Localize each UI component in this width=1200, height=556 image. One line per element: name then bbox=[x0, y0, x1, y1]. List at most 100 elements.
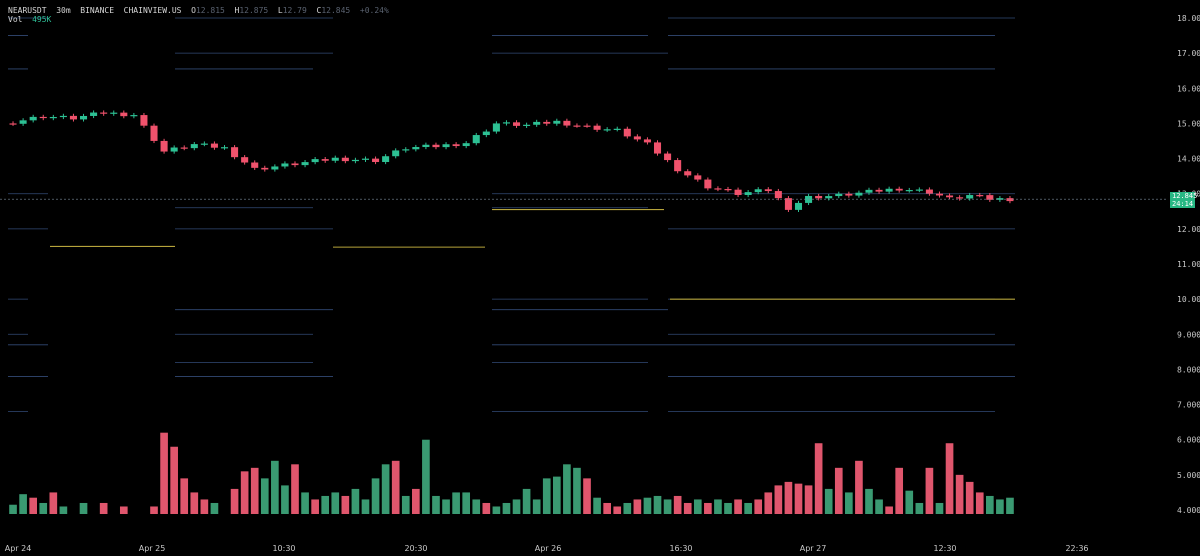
candle-body bbox=[583, 125, 591, 127]
legend-vol-label[interactable]: Vol bbox=[8, 15, 23, 24]
volume-bar bbox=[361, 499, 370, 514]
candle-body bbox=[865, 189, 873, 193]
volume-bar bbox=[281, 485, 289, 514]
price-countdown: 24:14 bbox=[1172, 200, 1194, 209]
candle-body bbox=[19, 120, 27, 124]
candle-body bbox=[674, 160, 682, 172]
volume-bar bbox=[180, 478, 189, 514]
candle-body bbox=[895, 188, 903, 191]
candle-body bbox=[784, 198, 792, 210]
volume-bar bbox=[170, 446, 178, 514]
candle-body bbox=[764, 189, 772, 192]
candle-body bbox=[442, 144, 450, 148]
volume-bar bbox=[814, 443, 823, 514]
volume-bar bbox=[955, 474, 964, 514]
candle-body bbox=[452, 144, 460, 147]
volume-bar bbox=[573, 467, 581, 514]
volume-bar bbox=[79, 502, 88, 514]
candle-body bbox=[180, 147, 188, 149]
volume-bar bbox=[260, 478, 269, 514]
candle-body bbox=[301, 162, 309, 166]
volume-bar bbox=[845, 492, 853, 514]
candle-body bbox=[150, 125, 158, 141]
x-axis: Apr 24 Apr 25 10:30 20:30 Apr 26 16:30 Apr 27 1… bbox=[5, 544, 1089, 553]
volume-bar bbox=[351, 488, 360, 514]
volume-bar bbox=[714, 499, 722, 514]
volume-bar bbox=[764, 492, 773, 514]
candle-body bbox=[190, 144, 198, 149]
volume-bar bbox=[663, 499, 672, 514]
y-tick-label: 12.000 bbox=[1177, 225, 1200, 234]
y-tick-label: 11.000 bbox=[1177, 260, 1200, 269]
volume-bar bbox=[9, 504, 17, 514]
volume-bar bbox=[552, 476, 561, 514]
volume-bar bbox=[331, 492, 340, 514]
volume-bar bbox=[59, 506, 68, 514]
volume-bar bbox=[301, 492, 309, 514]
candle-body bbox=[210, 143, 218, 148]
candle-body bbox=[422, 144, 430, 148]
volume-bar bbox=[693, 499, 702, 514]
candle-body bbox=[170, 147, 178, 152]
legend-symbol[interactable]: NEARUSDT bbox=[8, 6, 47, 15]
y-tick-label: 18.000 bbox=[1177, 14, 1200, 23]
legend-c-value: 12.845 bbox=[321, 6, 351, 15]
candle-body bbox=[643, 139, 651, 143]
y-tick-label: 6.000 bbox=[1177, 436, 1200, 445]
candle-body bbox=[472, 135, 480, 144]
candle-body bbox=[553, 120, 561, 124]
x-tick-label: 16:30 bbox=[669, 544, 692, 553]
candle-body bbox=[986, 195, 994, 200]
y-tick-label: 10.000 bbox=[1177, 295, 1200, 304]
candle-body bbox=[241, 157, 249, 163]
candle-body bbox=[704, 179, 712, 189]
candle-body bbox=[744, 192, 752, 195]
volume-bar bbox=[19, 494, 27, 514]
candle-body bbox=[281, 163, 289, 167]
candle-body bbox=[523, 124, 531, 126]
candle-body bbox=[392, 150, 400, 157]
x-tick-label: 10:30 bbox=[272, 544, 295, 553]
candle-body bbox=[69, 115, 77, 120]
legend-exchange: BINANCE bbox=[80, 6, 115, 15]
volume-bar bbox=[291, 464, 299, 514]
candle-body bbox=[291, 163, 299, 166]
legend-l-label: L bbox=[277, 6, 283, 15]
volume-bar bbox=[321, 495, 330, 514]
candle-body bbox=[120, 112, 128, 117]
candle-body bbox=[935, 193, 943, 196]
x-tick-label: 22:36 bbox=[1065, 544, 1088, 553]
candle-body bbox=[462, 143, 470, 147]
candle-body bbox=[573, 125, 581, 127]
candle-body bbox=[724, 189, 732, 191]
volume-bar bbox=[462, 492, 471, 514]
volume-bar bbox=[623, 502, 632, 514]
volume-bar bbox=[39, 502, 48, 514]
x-tick-label: Apr 26 bbox=[535, 544, 562, 553]
volume-bars bbox=[9, 432, 1014, 514]
candle-body bbox=[845, 193, 853, 196]
volume-bar bbox=[522, 488, 531, 514]
legend-interval[interactable]: 30m bbox=[56, 6, 71, 15]
y-tick-label: 5.000 bbox=[1177, 471, 1200, 480]
y-tick-label: 7.000 bbox=[1177, 401, 1200, 410]
volume-bar bbox=[603, 502, 611, 514]
candle-body bbox=[533, 121, 541, 125]
volume-bar bbox=[432, 495, 440, 514]
candle-body bbox=[432, 144, 440, 148]
volume-bar bbox=[119, 506, 128, 514]
volume-bar bbox=[643, 497, 652, 514]
volume-bar bbox=[784, 481, 793, 514]
volume-bar bbox=[583, 478, 591, 514]
y-tick-label: 4.000 bbox=[1177, 506, 1200, 515]
support-lines bbox=[50, 208, 1015, 300]
volume-bar bbox=[613, 506, 622, 514]
volume-bar bbox=[865, 488, 873, 514]
volume-bar bbox=[905, 490, 914, 514]
legend-h-label: H bbox=[234, 6, 240, 15]
last-price-tag: 12.845 24:14 bbox=[1170, 192, 1197, 209]
volume-bar bbox=[29, 497, 38, 514]
candle-body bbox=[110, 112, 118, 114]
candle-body bbox=[100, 112, 108, 114]
